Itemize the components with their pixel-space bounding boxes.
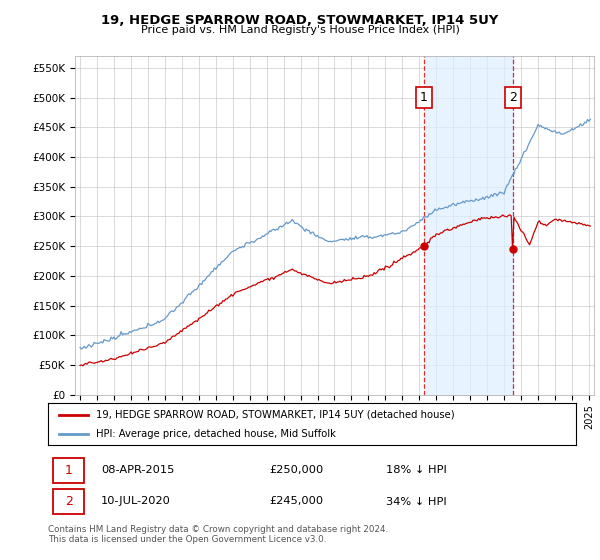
Text: 19, HEDGE SPARROW ROAD, STOWMARKET, IP14 5UY (detached house): 19, HEDGE SPARROW ROAD, STOWMARKET, IP14… xyxy=(95,409,454,419)
Text: 19, HEDGE SPARROW ROAD, STOWMARKET, IP14 5UY: 19, HEDGE SPARROW ROAD, STOWMARKET, IP14… xyxy=(101,14,499,27)
Text: 10-JUL-2020: 10-JUL-2020 xyxy=(101,497,170,506)
Text: 08-APR-2015: 08-APR-2015 xyxy=(101,465,174,475)
Text: 1: 1 xyxy=(65,464,73,477)
Text: 18% ↓ HPI: 18% ↓ HPI xyxy=(386,465,447,475)
Text: £250,000: £250,000 xyxy=(270,465,324,475)
Text: Contains HM Land Registry data © Crown copyright and database right 2024.
This d: Contains HM Land Registry data © Crown c… xyxy=(48,525,388,544)
Text: Price paid vs. HM Land Registry's House Price Index (HPI): Price paid vs. HM Land Registry's House … xyxy=(140,25,460,35)
Text: HPI: Average price, detached house, Mid Suffolk: HPI: Average price, detached house, Mid … xyxy=(95,429,335,439)
Text: £245,000: £245,000 xyxy=(270,497,324,506)
Text: 1: 1 xyxy=(420,91,428,104)
Text: 34% ↓ HPI: 34% ↓ HPI xyxy=(386,497,446,506)
Text: 2: 2 xyxy=(509,91,517,104)
FancyBboxPatch shape xyxy=(53,458,84,483)
FancyBboxPatch shape xyxy=(53,489,84,514)
Text: 2: 2 xyxy=(65,495,73,508)
